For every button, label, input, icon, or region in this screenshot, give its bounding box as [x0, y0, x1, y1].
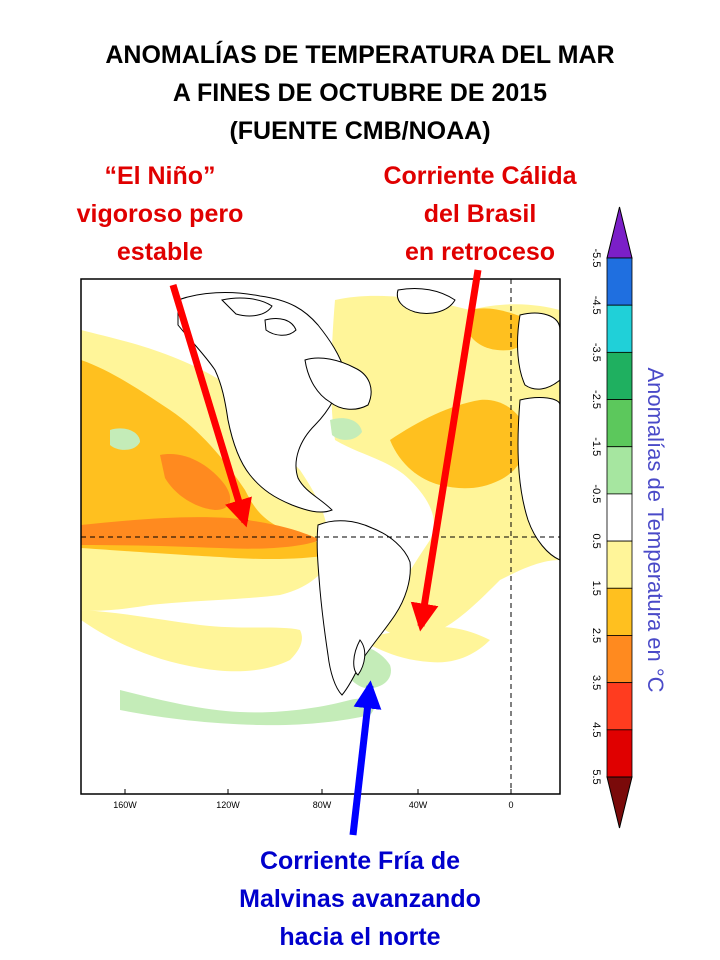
land — [177, 287, 560, 696]
atlantic-cool-spot — [330, 418, 362, 440]
colorbar-segment — [606, 351, 633, 400]
annotation-line: Corriente Fría de — [259, 847, 461, 875]
x-tick-label: 80W — [313, 800, 332, 810]
annotation-line: Corriente Cálida — [383, 162, 577, 190]
colorbar-label: -5.5 — [590, 249, 602, 268]
colorbar-segment — [606, 587, 633, 636]
colorbar-label: 1.5 — [590, 581, 602, 596]
colorbar-segment — [606, 493, 633, 542]
colorbar-label: 5.5 — [590, 769, 602, 784]
arctic-islands — [221, 297, 273, 317]
x-tick-label: 120W — [216, 800, 240, 810]
colorbar-label: -3.5 — [590, 343, 602, 362]
colorbar-segment — [606, 304, 633, 353]
arrow-malvinas-current — [349, 680, 382, 836]
map-title: ANOMALÍAS DE TEMPERATURA DEL MAR A FINES… — [0, 36, 720, 150]
colorbar-segment — [606, 257, 633, 306]
x-tick-label: 0 — [508, 800, 513, 810]
north-atlantic-warm — [390, 399, 527, 489]
patagonia-tip — [353, 639, 366, 676]
colorbar-label: 4.5 — [590, 722, 602, 737]
x-axis-ticks: 160W 120W 80W 40W 0 — [113, 789, 514, 810]
colorbar-segment — [606, 399, 633, 448]
colorbar-label: 2.5 — [590, 628, 602, 643]
colorbar-label: -4.5 — [590, 296, 602, 315]
hudson-area — [264, 317, 297, 336]
north-pacific-cool — [110, 428, 140, 450]
annotation-line: del Brasil — [423, 200, 537, 228]
colorbar: -5.5 -4.5 -3.5 -2.5 -1.5 -0.5 0.5 1.5 2.5 3.5 4.5 5… — [590, 206, 633, 829]
colorbar-label: -0.5 — [590, 484, 602, 503]
x-tick-label: 160W — [113, 800, 137, 810]
arrow-brazil-current — [410, 269, 482, 632]
europe — [517, 312, 560, 390]
annotation-line: en retroceso — [404, 238, 556, 266]
colorbar-segment — [606, 729, 633, 778]
colorbar-segment — [606, 446, 633, 495]
colorbar-label: 3.5 — [590, 675, 602, 690]
northeast-pacific-hot — [160, 454, 231, 510]
colorbar-segment — [606, 540, 633, 589]
south-pacific-warm-band — [81, 610, 302, 672]
colorbar-title: Anomalías de Temperatura en °C — [643, 367, 668, 693]
annotation-line: Malvinas avanzando — [239, 885, 481, 913]
colorbar-label: -1.5 — [590, 437, 602, 456]
annotation-line: hacia el norte — [279, 923, 441, 951]
annotation-el-nino: “El Niño” vigoroso pero estable — [40, 157, 280, 271]
africa — [517, 397, 560, 561]
annotation-line: vigoroso pero — [76, 200, 244, 228]
pacific-nino-warm — [81, 360, 328, 560]
north-america — [177, 292, 346, 513]
annotation-line: estable — [116, 238, 204, 266]
eastern-north-america — [304, 357, 372, 410]
colorbar-label: 0.5 — [590, 533, 602, 548]
colorbar-extend-max — [606, 776, 633, 829]
colorbar-segment — [606, 682, 633, 731]
annotation-brazil-current: Corriente Cálida del Brasil en retroceso — [360, 157, 600, 271]
annotation-line: “El Niño” — [104, 162, 216, 190]
south-atlantic-warm-patch — [360, 627, 490, 663]
title-line-1: ANOMALÍAS DE TEMPERATURA DEL MAR — [105, 41, 615, 69]
x-tick-label: 40W — [409, 800, 428, 810]
greenland — [396, 287, 456, 314]
anomaly-1-5-to-2-5 — [81, 308, 534, 560]
title-line-3: (FUENTE CMB/NOAA) — [229, 117, 491, 145]
colorbar-segment — [606, 635, 633, 684]
title-line-2: A FINES DE OCTUBRE DE 2015 — [172, 79, 548, 107]
annotation-malvinas-current: Corriente Fría de Malvinas avanzando hac… — [200, 842, 520, 956]
colorbar-label: -2.5 — [590, 390, 602, 409]
colorbar-extend-min — [606, 206, 633, 259]
arrow-el-nino — [169, 283, 252, 528]
map-layers — [81, 279, 560, 794]
anomaly-2-5-to-3-5 — [81, 454, 320, 549]
south-pacific-cool — [120, 690, 374, 726]
